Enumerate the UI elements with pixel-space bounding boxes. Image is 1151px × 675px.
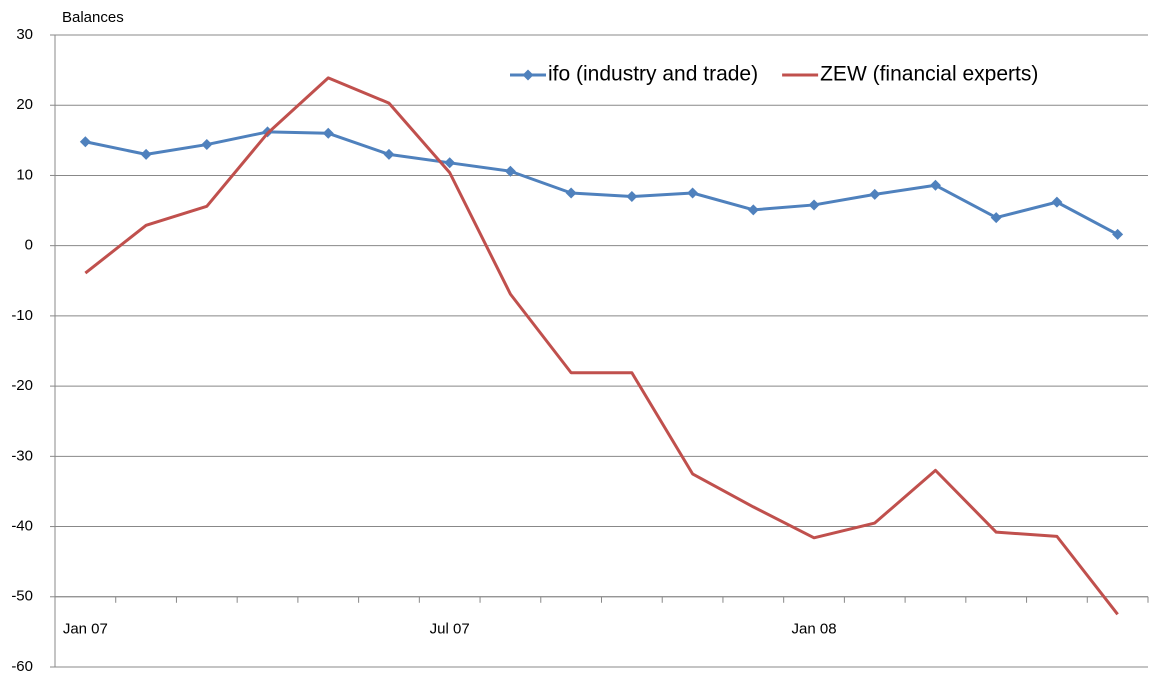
x-tick-label: Jul 07 <box>430 621 470 638</box>
point-marker <box>322 127 334 139</box>
point-marker <box>929 179 941 191</box>
point-marker <box>383 148 395 160</box>
point-marker <box>747 204 759 216</box>
point-marker <box>869 188 881 200</box>
point-marker <box>504 165 516 177</box>
x-tick-label: Jan 08 <box>792 621 837 638</box>
y-tick-label: 20 <box>16 96 33 113</box>
point-marker <box>626 191 638 203</box>
y-tick-label: 0 <box>25 237 33 254</box>
y-tick-label: -50 <box>11 588 33 605</box>
point-marker <box>1051 196 1063 208</box>
point-marker <box>79 136 91 148</box>
legend-label: ZEW (financial experts) <box>820 63 1038 86</box>
point-marker <box>201 139 213 151</box>
legend-label: ifo (industry and trade) <box>548 63 758 86</box>
y-tick-label: -30 <box>11 447 33 464</box>
point-marker <box>565 187 577 199</box>
y-tick-label: -10 <box>11 307 33 324</box>
legend-marker <box>522 69 534 81</box>
y-tick-label: 30 <box>16 26 33 43</box>
series-line <box>85 130 1119 236</box>
y-tick-label: -60 <box>11 658 33 675</box>
point-marker <box>140 148 152 160</box>
y-tick-label: -20 <box>11 377 33 394</box>
point-marker <box>808 199 820 211</box>
point-marker <box>444 157 456 169</box>
series-line <box>84 76 1119 616</box>
point-marker <box>687 187 699 199</box>
x-tick-label: Jan 07 <box>63 621 108 638</box>
y-tick-label: -40 <box>11 518 33 535</box>
y-tick-label: 10 <box>16 166 33 183</box>
y-axis-label: Balances <box>62 9 124 26</box>
point-marker <box>990 212 1002 224</box>
point-marker <box>1112 228 1124 240</box>
